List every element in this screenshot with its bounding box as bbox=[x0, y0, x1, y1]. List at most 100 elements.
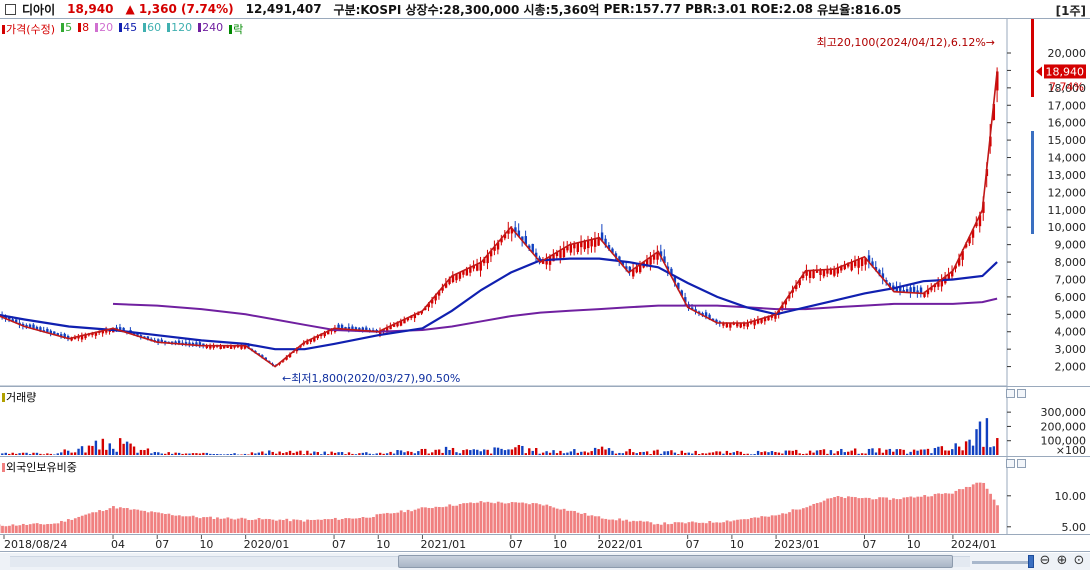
legend-item[interactable]: 8 bbox=[78, 21, 92, 37]
foreign-bar bbox=[722, 522, 726, 533]
volume-bar bbox=[784, 450, 788, 455]
zoom-in-icon[interactable]: ⊕ bbox=[1056, 553, 1068, 568]
volume-bar bbox=[659, 453, 663, 455]
candle-body bbox=[496, 242, 500, 250]
foreign-bar bbox=[819, 502, 823, 533]
foreign-ownership-pane[interactable]: 10.00 5.00 외국인보유비중 bbox=[0, 457, 1090, 535]
scroll-thumb[interactable] bbox=[398, 555, 953, 568]
legend-item[interactable]: 5 bbox=[61, 21, 75, 37]
minimize-pane-button[interactable] bbox=[1006, 389, 1015, 398]
foreign-bar bbox=[146, 512, 150, 533]
volume-bar bbox=[937, 446, 940, 455]
foreign-bar bbox=[829, 498, 833, 533]
zoom-slider-knob[interactable] bbox=[1028, 555, 1034, 568]
volume-bar bbox=[874, 452, 878, 455]
volume-bar bbox=[826, 453, 829, 455]
legend-item[interactable]: 가격(수정) bbox=[2, 21, 58, 37]
foreign-bar bbox=[888, 499, 892, 533]
foreign-bar bbox=[243, 518, 247, 533]
volume-bar bbox=[118, 438, 122, 455]
foreign-bar bbox=[229, 518, 233, 533]
foreign-bar bbox=[247, 519, 251, 533]
legend-item[interactable]: 20 bbox=[95, 21, 116, 37]
zoom-slider[interactable] bbox=[972, 561, 1032, 564]
zoom-out-icon[interactable]: ⊖ bbox=[1039, 553, 1051, 568]
minimize-pane-button[interactable] bbox=[1006, 459, 1015, 468]
candle-body bbox=[760, 318, 763, 323]
foreign-bar bbox=[697, 522, 701, 533]
price-chart-pane[interactable]: 20,00019,00018,00017,00016,00015,00014,0… bbox=[0, 19, 1090, 387]
foreign-bar bbox=[451, 505, 455, 533]
candle-body bbox=[174, 341, 177, 344]
window-menu-icon[interactable] bbox=[5, 3, 16, 15]
volume-bar bbox=[482, 449, 486, 455]
volume-bar bbox=[687, 452, 690, 455]
foreign-bar bbox=[25, 524, 29, 533]
volume-bar bbox=[417, 451, 420, 455]
close-pane-button[interactable] bbox=[1017, 389, 1026, 398]
candle-body bbox=[819, 269, 822, 275]
volume-bar bbox=[788, 450, 791, 455]
volume-bar bbox=[580, 451, 583, 455]
chart-scrollbar[interactable]: ⊖ ⊕ ⊙ bbox=[0, 553, 1090, 570]
volume-bar bbox=[323, 451, 326, 455]
candle-body bbox=[313, 337, 316, 342]
candle-body bbox=[247, 345, 250, 348]
foreign-bar bbox=[143, 510, 147, 533]
foreign-bar bbox=[49, 523, 53, 533]
volume-bar bbox=[569, 451, 573, 455]
candle-body bbox=[441, 287, 444, 291]
foreign-bar bbox=[129, 509, 133, 533]
candle-body bbox=[233, 345, 236, 348]
close-pane-button[interactable] bbox=[1017, 459, 1026, 468]
foreign-ownership-chart[interactable]: 10.00 5.00 bbox=[0, 457, 1090, 535]
foreign-bar bbox=[444, 506, 448, 533]
candle-body bbox=[160, 339, 163, 343]
volume-bar bbox=[795, 449, 798, 455]
date-axis-label: 10 bbox=[376, 538, 390, 551]
candle-body bbox=[503, 234, 507, 239]
candle-body bbox=[226, 345, 229, 348]
candle-body bbox=[957, 258, 961, 266]
volume-bar bbox=[271, 451, 274, 455]
price-chart[interactable]: 20,00019,00018,00017,00016,00015,00014,0… bbox=[0, 19, 1090, 387]
volume-bar bbox=[510, 449, 514, 455]
price-axis-label: 20,000 bbox=[1048, 47, 1087, 60]
foreign-bar bbox=[108, 508, 112, 533]
volume-bar bbox=[566, 452, 569, 455]
legend-item[interactable]: 45 bbox=[119, 21, 140, 37]
foreign-bar bbox=[701, 522, 705, 533]
candle-body bbox=[701, 313, 704, 316]
foreign-bar bbox=[639, 520, 642, 533]
stock-name[interactable]: 디아이 bbox=[22, 2, 56, 17]
volume-bar bbox=[614, 453, 618, 455]
foreign-bar bbox=[895, 499, 899, 533]
legend-item[interactable]: 락 bbox=[229, 21, 246, 37]
candle-body bbox=[680, 290, 684, 296]
candle-body bbox=[46, 328, 49, 333]
volume-bar bbox=[8, 453, 11, 455]
legend-item[interactable]: 60 bbox=[143, 21, 164, 37]
foreign-bar bbox=[864, 497, 868, 533]
period-selector[interactable]: [1주] bbox=[1055, 4, 1086, 18]
candle-body bbox=[555, 252, 559, 257]
foreign-bar bbox=[351, 518, 355, 533]
candle-body bbox=[774, 314, 777, 319]
legend-item[interactable]: 240 bbox=[198, 21, 226, 37]
foreign-bar bbox=[580, 513, 583, 533]
legend-item[interactable]: 120 bbox=[167, 21, 195, 37]
volume-bar bbox=[850, 450, 853, 455]
foreign-bar bbox=[358, 517, 361, 533]
candle-body bbox=[11, 319, 14, 322]
zoom-reset-icon[interactable]: ⊙ bbox=[1073, 553, 1085, 568]
volume-pane[interactable]: 300,000 200,000 100,000 ×100 거래량 bbox=[0, 387, 1090, 457]
foreign-bar bbox=[632, 520, 635, 533]
candle-body bbox=[930, 287, 933, 291]
foreign-bar bbox=[56, 523, 60, 533]
volume-bar bbox=[885, 449, 888, 455]
volume-bar bbox=[1, 453, 4, 455]
foreign-bar bbox=[840, 496, 843, 533]
volume-bar bbox=[892, 451, 895, 455]
foreign-bar bbox=[66, 519, 70, 533]
